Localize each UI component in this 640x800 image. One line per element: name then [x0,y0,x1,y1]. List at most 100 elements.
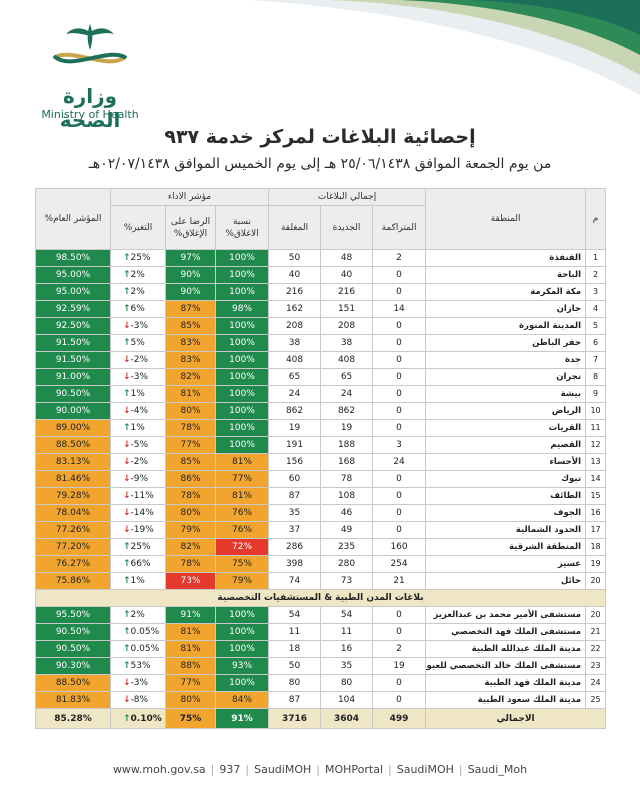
cell: 87 [268,487,322,505]
cell: بيشة [425,385,587,403]
cell: 95.00% [35,283,111,301]
cell: الأحساء [425,453,587,471]
cell: 78% [165,487,217,505]
cell: 90.50% [35,640,111,658]
cell: 216 [268,283,322,301]
cell: 3604 [320,708,374,729]
trend-arrow: ↑ [123,627,131,637]
cell: 80 [268,674,322,692]
cell: 3 [585,283,607,301]
table-row: 22 مدينة الملك عبدالله الطبية 2 16 18 100% 81%… [35,640,607,658]
cell: 0 [372,487,427,505]
cell: 408 [268,351,322,369]
cell-text: -8% [130,695,149,705]
cell: 0 [372,266,427,284]
cell: 0 [372,334,427,352]
cell: ↑0.05% [109,623,167,641]
cell: 95.50% [35,606,111,624]
header-cell: المؤشر العام% [35,188,111,250]
cell: 1 [585,249,607,267]
trend-arrow: ↓ [123,457,131,467]
cell: 0 [372,691,427,709]
trend-arrow: ↑ [123,542,131,552]
report-table: م المنطقة إجمالي البلاغات مؤشر الاداء ال… [34,188,607,729]
table-row: 12 القصيم 3 188 191 100% 77% ↓-5% 88.50% [35,436,607,454]
cell: ↓-14% [109,504,167,522]
cell-text: 2% [130,270,145,280]
footer-link: SaudiMOH [396,763,454,776]
cell: 81% [165,385,217,403]
cell-text: 1% [130,389,145,399]
cell-text: 0.05% [130,627,160,637]
cell: مكة المكرمة [425,283,587,301]
cell: 10 [585,402,607,420]
cell: حائل [425,572,587,590]
cell: 73% [165,572,217,590]
cell: الباحة [425,266,587,284]
header-cell: المنطقة [425,188,587,250]
cell: 18 [585,538,607,556]
header-cell: مؤشر الاداء [109,188,270,206]
cell: 100% [215,674,270,692]
cell: 82% [165,538,217,556]
cell: ↑6% [109,300,167,318]
cell: 100% [215,351,270,369]
cell-text: 1% [130,576,145,586]
cell: ↑25% [109,249,167,267]
trend-arrow: ↑ [123,661,131,671]
footer-link: www.moh.gov.sa [112,763,206,776]
cell: 87 [268,691,322,709]
header-cell: م [585,188,607,250]
cell: 19 [585,555,607,573]
cell: 80 [320,674,374,692]
trend-arrow: ↑ [123,304,131,314]
trend-arrow: ↓ [123,491,131,501]
footer: www.moh.gov.sa | 937 | SaudiMOH | MOHPortal | Sa… [0,763,640,776]
cell: 11 [320,623,374,641]
cell: 16 [585,504,607,522]
table-row: 19 عسير 254 280 398 75% 78% ↑66% 76.27% [35,555,607,573]
cell: 18 [268,640,322,658]
table-row: 2 الباحة 0 40 40 100% 90% ↑2% 95.00% [35,266,607,284]
cell: 77% [165,674,217,692]
cell: 235 [320,538,374,556]
cell: 104 [320,691,374,709]
cell: 95.00% [35,266,111,284]
cell: 2 [372,640,427,658]
table-row: 5 المدينة المنورة 0 208 208 100% 85% ↓-3% 92.50% [35,317,607,335]
table-row: 17 الحدود الشمالية 0 49 37 76% 79% ↓-19% 77.26% [35,521,607,539]
cell: 75% [165,708,217,729]
cell: ↓-4% [109,402,167,420]
cell: 78% [165,419,217,437]
cell: 14 [372,300,427,318]
cell: ↑2% [109,606,167,624]
cell: 156 [268,453,322,471]
table-row: 20 حائل 21 73 74 79% 73% ↑1% 75.86% [35,572,607,590]
cell: 100% [215,606,270,624]
separator: | [458,763,463,776]
cell: 398 [268,555,322,573]
cell: 81.83% [35,691,111,709]
cell: الجوف [425,504,587,522]
cell-text: -2% [130,355,149,365]
cell: 254 [372,555,427,573]
cell: ↑53% [109,657,167,675]
cell-text: -3% [130,372,149,382]
cell-text: 2% [130,287,145,297]
cell: 0 [372,283,427,301]
separator: | [388,763,392,776]
cell: حفر الباطن [425,334,587,352]
cell: 2 [585,266,607,284]
cell: ↑25% [109,538,167,556]
cell: 83% [165,334,217,352]
cell: 19 [320,419,374,437]
cell: 89.00% [35,419,111,437]
cell: 76% [215,504,270,522]
header-cell: التغير% [109,205,167,250]
separator: | [316,763,320,776]
cell: 0 [372,385,427,403]
cell: 90.30% [35,657,111,675]
cell: 50 [268,657,322,675]
cell: 50 [268,249,322,267]
